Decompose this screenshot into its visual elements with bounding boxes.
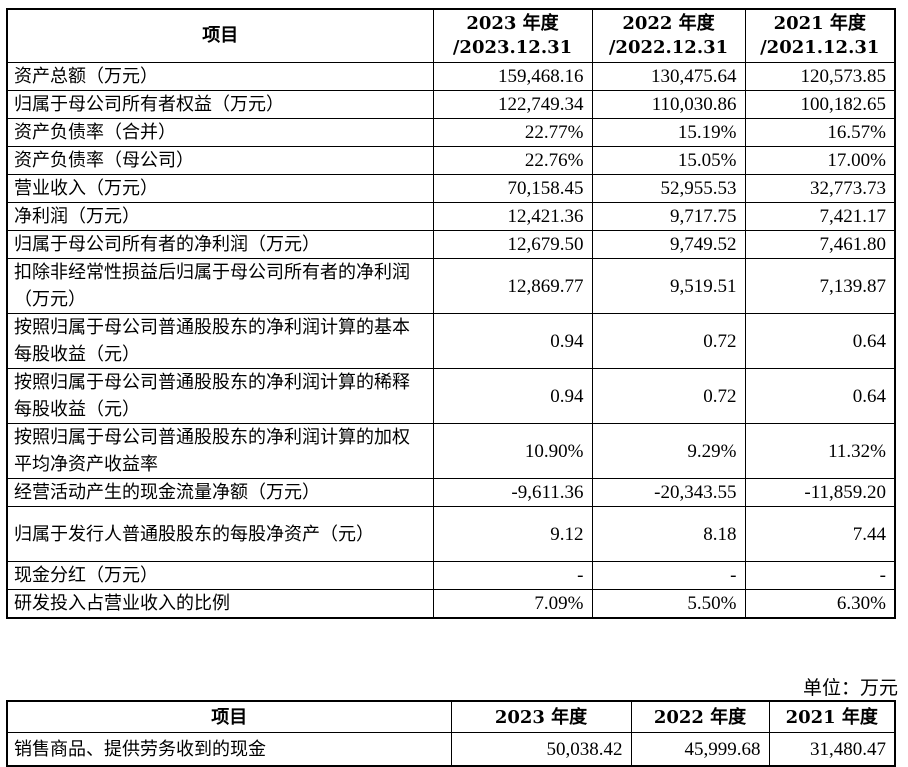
table-row: 净利润（万元） 12,421.36 9,717.75 7,421.17 xyxy=(6,202,896,231)
table-row: 扣除非经常性损益后归属于母公司所有者的净利润（万元） 12,869.77 9,5… xyxy=(6,258,896,314)
cell-2023: 7.09% xyxy=(432,589,593,619)
cell-2023: 10.90% xyxy=(432,423,593,479)
cell-2023: -9,611.36 xyxy=(432,478,593,507)
cell-2021: 17.00% xyxy=(744,146,896,175)
cell-2022: 52,955.53 xyxy=(591,174,746,203)
header-2021: 2021 年度 xyxy=(768,700,896,733)
cell-2021: -11,859.20 xyxy=(744,478,896,507)
cell-2021: 0.64 xyxy=(744,313,896,369)
cell-2022: - xyxy=(591,561,746,590)
table-row: 归属于母公司所有者的净利润（万元） 12,679.50 9,749.52 7,4… xyxy=(6,230,896,259)
cell-2021: 6.30% xyxy=(744,589,896,619)
table-row: 经营活动产生的现金流量净额（万元） -9,611.36 -20,343.55 -… xyxy=(6,478,896,507)
cell-2022: -20,343.55 xyxy=(591,478,746,507)
row-label: 净利润（万元） xyxy=(6,202,434,231)
cell-2023: 70,158.45 xyxy=(432,174,593,203)
row-label: 按照归属于母公司普通股股东的净利润计算的稀释每股收益（元） xyxy=(6,368,434,424)
row-label: 资产负债率（合并） xyxy=(6,118,434,147)
cell-2021: 32,773.73 xyxy=(744,174,896,203)
cell-2021: 7,139.87 xyxy=(744,258,896,314)
cell-2023: 0.94 xyxy=(432,313,593,369)
row-label: 资产负债率（母公司） xyxy=(6,146,434,175)
cell-2023: 0.94 xyxy=(432,368,593,424)
header-item: 项目 xyxy=(6,700,452,733)
header-2021: 2021 年度 /2021.12.31 xyxy=(744,8,896,63)
row-label: 经营活动产生的现金流量净额（万元） xyxy=(6,478,434,507)
row-label: 营业收入（万元） xyxy=(6,174,434,203)
header-item: 项目 xyxy=(6,8,434,63)
row-label: 归属于母公司所有者的净利润（万元） xyxy=(6,230,434,259)
cell-2021: 16.57% xyxy=(744,118,896,147)
cell-2023: 12,679.50 xyxy=(432,230,593,259)
row-label: 按照归属于母公司普通股股东的净利润计算的加权平均净资产收益率 xyxy=(6,423,434,479)
cell-2023: 159,468.16 xyxy=(432,62,593,91)
table-row: 资产负债率（合并） 22.77% 15.19% 16.57% xyxy=(6,118,896,147)
cell-2022: 0.72 xyxy=(591,313,746,369)
cell-2022: 15.05% xyxy=(591,146,746,175)
cell-2022: 9.29% xyxy=(591,423,746,479)
row-label: 按照归属于母公司普通股股东的净利润计算的基本每股收益（元） xyxy=(6,313,434,369)
cell-2021: 7,421.17 xyxy=(744,202,896,231)
header-2022: 2022 年度 /2022.12.31 xyxy=(591,8,746,63)
row-label: 销售商品、提供劳务收到的现金 xyxy=(6,732,452,767)
cell-2023: 22.76% xyxy=(432,146,593,175)
cell-2022: 45,999.68 xyxy=(630,732,770,767)
unit-label: 单位：万元 xyxy=(802,677,898,699)
row-label: 研发投入占营业收入的比例 xyxy=(6,589,434,619)
table-row: 研发投入占营业收入的比例 7.09% 5.50% 6.30% xyxy=(6,589,896,619)
table-row: 营业收入（万元） 70,158.45 52,955.53 32,773.73 xyxy=(6,174,896,203)
table-row: 按照归属于母公司普通股股东的净利润计算的稀释每股收益（元） 0.94 0.72 … xyxy=(6,368,896,424)
table-row: 现金分红（万元） - - - xyxy=(6,561,896,590)
cell-2022: 110,030.86 xyxy=(591,90,746,119)
cash-flow-table: 项目 2023 年度 2022 年度 2021 年度 销售商品、提供劳务收到的现… xyxy=(6,700,896,767)
cell-2021: - xyxy=(744,561,896,590)
cell-2022: 9,717.75 xyxy=(591,202,746,231)
header-2022: 2022 年度 xyxy=(630,700,770,733)
cell-2023: 22.77% xyxy=(432,118,593,147)
cell-2022: 130,475.64 xyxy=(591,62,746,91)
cell-2022: 9,519.51 xyxy=(591,258,746,314)
cell-2022: 15.19% xyxy=(591,118,746,147)
table-header-row: 项目 2023 年度 /2023.12.31 2022 年度 /2022.12.… xyxy=(6,8,896,63)
table-row: 资产总额（万元） 159,468.16 130,475.64 120,573.8… xyxy=(6,62,896,91)
row-label: 资产总额（万元） xyxy=(6,62,434,91)
cell-2023: 122,749.34 xyxy=(432,90,593,119)
row-label: 现金分红（万元） xyxy=(6,561,434,590)
row-label: 扣除非经常性损益后归属于母公司所有者的净利润（万元） xyxy=(6,258,434,314)
cell-2021: 7,461.80 xyxy=(744,230,896,259)
table-header-row: 项目 2023 年度 2022 年度 2021 年度 xyxy=(6,700,896,733)
cell-2021: 31,480.47 xyxy=(768,732,896,767)
cell-2022: 9,749.52 xyxy=(591,230,746,259)
cell-2023: 9.12 xyxy=(432,506,593,562)
header-2023: 2023 年度 xyxy=(450,700,632,733)
cell-2021: 120,573.85 xyxy=(744,62,896,91)
cell-2021: 7.44 xyxy=(744,506,896,562)
table-row: 归属于发行人普通股股东的每股净资产（元） 9.12 8.18 7.44 xyxy=(6,506,896,562)
cell-2023: 50,038.42 xyxy=(450,732,632,767)
header-2023: 2023 年度 /2023.12.31 xyxy=(432,8,593,63)
table-row: 销售商品、提供劳务收到的现金 50,038.42 45,999.68 31,48… xyxy=(6,732,896,767)
financial-indicators-table: 项目 2023 年度 /2023.12.31 2022 年度 /2022.12.… xyxy=(6,8,896,619)
table-row: 按照归属于母公司普通股股东的净利润计算的基本每股收益（元） 0.94 0.72 … xyxy=(6,313,896,369)
table-row: 按照归属于母公司普通股股东的净利润计算的加权平均净资产收益率 10.90% 9.… xyxy=(6,423,896,479)
table-row: 资产负债率（母公司） 22.76% 15.05% 17.00% xyxy=(6,146,896,175)
cell-2022: 8.18 xyxy=(591,506,746,562)
row-label: 归属于母公司所有者权益（万元） xyxy=(6,90,434,119)
cell-2023: 12,869.77 xyxy=(432,258,593,314)
cell-2023: - xyxy=(432,561,593,590)
cell-2021: 0.64 xyxy=(744,368,896,424)
cell-2021: 11.32% xyxy=(744,423,896,479)
cell-2022: 0.72 xyxy=(591,368,746,424)
row-label: 归属于发行人普通股股东的每股净资产（元） xyxy=(6,506,434,562)
cell-2022: 5.50% xyxy=(591,589,746,619)
cell-2023: 12,421.36 xyxy=(432,202,593,231)
table-row: 归属于母公司所有者权益（万元） 122,749.34 110,030.86 10… xyxy=(6,90,896,119)
cell-2021: 100,182.65 xyxy=(744,90,896,119)
